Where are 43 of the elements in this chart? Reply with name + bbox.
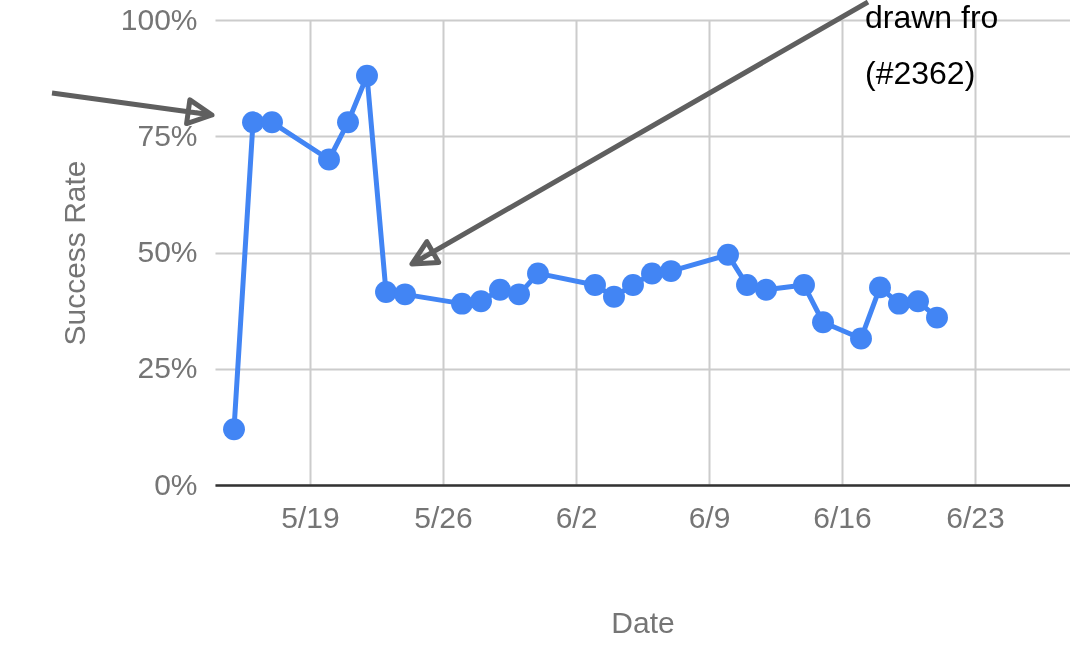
point — [508, 283, 530, 306]
x-tick-label: 6/2 — [555, 500, 598, 534]
point — [812, 311, 834, 334]
annotation: (#2362) — [865, 55, 976, 91]
point — [470, 290, 492, 313]
point — [318, 148, 340, 171]
point — [337, 111, 359, 134]
x-tick-label: 5/19 — [281, 500, 340, 534]
point — [451, 292, 473, 315]
point — [717, 243, 739, 266]
point — [375, 281, 397, 303]
x-tick-label: 6/23 — [946, 500, 1005, 534]
point — [489, 278, 511, 301]
point — [242, 111, 264, 134]
y-tick-label: 75% — [137, 118, 198, 152]
y-tick-label: 25% — [137, 351, 198, 385]
point — [641, 262, 663, 285]
point — [736, 274, 758, 296]
point — [660, 260, 682, 283]
x-tick-label: 6/9 — [688, 500, 731, 534]
point — [793, 274, 815, 296]
y-tick-label: 100% — [120, 2, 198, 36]
point — [394, 283, 416, 306]
y-tick-label: 0% — [154, 467, 198, 501]
x-axis-title: Date — [611, 605, 675, 639]
point — [850, 327, 872, 350]
point — [261, 111, 283, 134]
x-tick-label: 5/26 — [414, 500, 473, 534]
point — [869, 276, 891, 299]
y-axis-title: Success Rate — [57, 160, 91, 346]
point — [527, 262, 549, 285]
annotation: drawn fro — [865, 0, 999, 35]
point — [907, 290, 929, 313]
point — [755, 278, 777, 301]
point — [584, 274, 606, 296]
point — [603, 285, 625, 308]
x-tick-label: 6/16 — [813, 500, 872, 534]
point — [223, 418, 245, 441]
point — [888, 292, 910, 315]
point — [926, 306, 948, 329]
point — [356, 64, 378, 87]
point — [622, 274, 644, 296]
y-tick-label: 50% — [137, 235, 198, 268]
